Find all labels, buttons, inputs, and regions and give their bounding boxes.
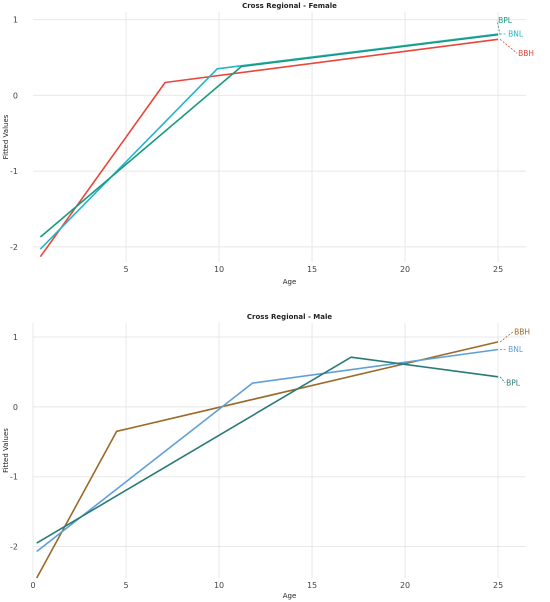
series-label: BNL bbox=[508, 345, 524, 354]
series-label: BBH bbox=[514, 327, 530, 336]
series-line-bnl bbox=[39, 33, 499, 250]
y-tick-label: -2 bbox=[10, 543, 18, 552]
series-line-bpl bbox=[39, 33, 499, 238]
x-tick-label: 15 bbox=[307, 581, 317, 590]
x-axis-label: Age bbox=[283, 592, 297, 600]
y-tick-label: 1 bbox=[13, 333, 18, 342]
series-line-bpl bbox=[36, 356, 499, 544]
series-line-bnl bbox=[36, 348, 499, 553]
series-line-bbh bbox=[39, 38, 499, 258]
x-tick-label: 20 bbox=[400, 581, 410, 590]
series-label-leader bbox=[499, 331, 514, 343]
x-tick-label: 25 bbox=[493, 581, 503, 590]
y-tick-label: 1 bbox=[13, 16, 18, 25]
x-tick-label: 15 bbox=[307, 265, 317, 274]
x-tick-label: 10 bbox=[214, 581, 224, 590]
series-label: BPL bbox=[506, 378, 521, 387]
x-tick-label: 5 bbox=[123, 265, 128, 274]
series-label: BNL bbox=[508, 29, 524, 38]
y-tick-label: -1 bbox=[10, 167, 18, 176]
chart-title: Cross Regional - Female bbox=[242, 2, 337, 10]
series-line-bbh bbox=[35, 341, 499, 579]
x-tick-label: 25 bbox=[493, 265, 503, 274]
x-tick-label: 10 bbox=[214, 265, 224, 274]
y-axis-label: Fitted Values bbox=[2, 114, 10, 159]
y-tick-label: -2 bbox=[10, 243, 18, 252]
x-tick-label: 20 bbox=[400, 265, 410, 274]
series-label-leader bbox=[499, 38, 518, 54]
series-label-leader bbox=[496, 20, 501, 35]
y-axis-label: Fitted Values bbox=[2, 428, 10, 473]
chart-title: Cross Regional - Male bbox=[247, 313, 333, 321]
series-label: BBH bbox=[518, 49, 534, 58]
series-label: BPL bbox=[498, 16, 513, 25]
y-tick-label: 0 bbox=[13, 403, 18, 412]
y-tick-label: -1 bbox=[10, 473, 18, 482]
x-tick-label: 5 bbox=[123, 581, 128, 590]
x-axis-label: Age bbox=[283, 278, 297, 286]
series-label-leader bbox=[499, 376, 506, 384]
y-tick-label: 0 bbox=[13, 91, 18, 100]
x-tick-label: 0 bbox=[30, 581, 35, 590]
